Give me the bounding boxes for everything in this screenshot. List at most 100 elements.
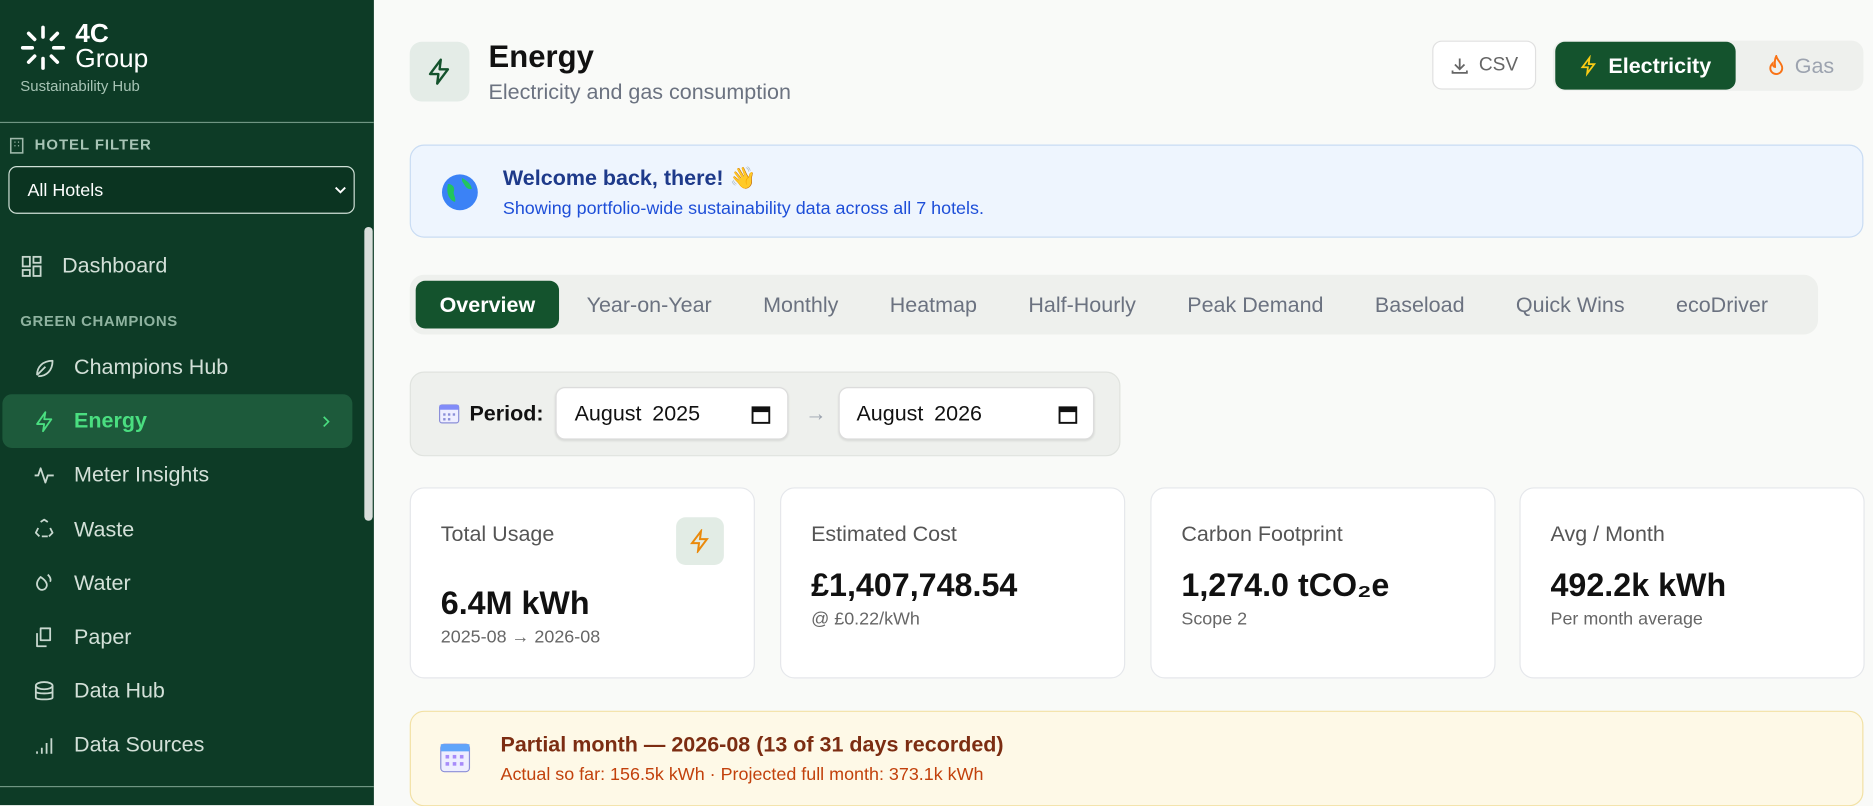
kpi-card: Carbon Footprint 1,274.0 tCO₂e Scope 2 <box>1150 487 1496 679</box>
download-icon <box>1451 57 1468 74</box>
filter-label: HOTEL FILTER <box>34 136 152 153</box>
partial-month-notice: Partial month — 2026-08 (13 of 31 days r… <box>409 710 1864 806</box>
kpi-sub: 2025-08 → 2026-08 <box>440 627 601 648</box>
calendar-icon <box>440 743 471 773</box>
date-to[interactable]: August 2026 <box>838 387 1095 440</box>
tab[interactable]: Overview <box>415 280 560 329</box>
tab[interactable]: Peak Demand <box>1187 292 1324 316</box>
nav-label: Waste <box>74 516 135 541</box>
globe-icon <box>441 174 478 211</box>
scrollbar <box>364 226 373 521</box>
nav-icon <box>34 467 54 484</box>
kpi-label: Total Usage <box>440 522 555 546</box>
nav-icon <box>21 255 42 277</box>
divider <box>0 121 374 124</box>
nav-item[interactable]: Dashboard <box>2 239 352 293</box>
page-title: Energy <box>488 38 594 75</box>
kpi-label: Carbon Footprint <box>1181 522 1343 546</box>
date-from-value: August 2025 <box>574 401 701 426</box>
tab[interactable]: Baseload <box>1374 292 1465 316</box>
toggle-gas[interactable]: Gas <box>1742 42 1861 90</box>
hotel-select-value: All Hotels <box>27 180 104 201</box>
calendar-icon <box>438 404 460 424</box>
nav-icon <box>34 680 54 700</box>
date-from[interactable]: August 2025 <box>555 387 789 440</box>
toggle-electricity[interactable]: Electricity <box>1555 41 1736 90</box>
kpi-sub: Scope 2 <box>1181 609 1248 630</box>
logo-icon <box>20 25 66 70</box>
nav-item[interactable]: Champions Hub <box>2 340 352 394</box>
filter-icon <box>9 137 24 154</box>
nav-icon <box>34 518 54 538</box>
nav-item[interactable]: Data Hub <box>2 664 352 718</box>
nav-item[interactable]: Waste <box>2 502 352 556</box>
nav-icon <box>36 410 53 432</box>
kpi-sub: Per month average <box>1550 609 1703 630</box>
bolt-icon <box>1581 54 1597 77</box>
period-label: Period: <box>469 401 544 426</box>
nav-item[interactable]: Water <box>2 556 352 610</box>
nav-label: Dashboard <box>62 253 168 278</box>
kpi-icon <box>676 517 724 566</box>
kpi-value: £1,407,748.54 <box>811 567 1018 604</box>
tab-bar: Overview Year-on-Year Monthly Heatmap Half-H… <box>409 274 1819 335</box>
hotel-select[interactable]: All Hotels <box>8 166 355 214</box>
nav-icon <box>36 738 53 754</box>
notice-title: Partial month — 2026-08 (13 of 31 days r… <box>500 732 1004 757</box>
tab[interactable]: Monthly <box>763 292 839 316</box>
calendar-picker <box>1058 406 1078 424</box>
kpi-sub: @ £0.22/kWh <box>811 609 920 630</box>
chevron-right <box>323 415 330 427</box>
tab[interactable]: ecoDriver <box>1676 292 1769 316</box>
welcome-banner: Welcome back, there! 👋 Showing portfolio… <box>409 144 1864 238</box>
date-to-value: August 2026 <box>856 401 983 426</box>
bolt-icon <box>428 58 450 85</box>
banner-text: Showing portfolio-wide sustainability da… <box>502 198 984 219</box>
nav-label: Meter Insights <box>74 462 210 487</box>
kpi-value: 1,274.0 tCO₂e <box>1181 567 1390 604</box>
kpi-card: Avg / Month 492.2k kWh Per month average <box>1519 487 1865 679</box>
banner-title: Welcome back, there! 👋 <box>502 166 757 190</box>
nav-item[interactable]: Data Sources <box>2 718 352 772</box>
page-icon <box>409 41 470 102</box>
logo-tagline: Sustainability Hub <box>20 77 140 95</box>
tab[interactable]: Heatmap <box>889 292 977 316</box>
kpi-value: 6.4M kWh <box>440 585 590 622</box>
nav-item[interactable]: Energy <box>2 394 353 449</box>
kpi-card: Total Usage 6.4M kWh 2025-08 → 2026-08 <box>409 487 755 679</box>
period-arrow: → <box>805 401 827 426</box>
logo-line2: Group <box>75 43 149 73</box>
page-subtitle: Electricity and gas consumption <box>488 80 791 104</box>
nav-label: Paper <box>74 624 132 649</box>
toggle-label: Electricity <box>1608 53 1712 78</box>
kpi-label: Estimated Cost <box>811 522 957 546</box>
tab[interactable]: Year-on-Year <box>586 292 712 316</box>
nav-label: Data Sources <box>74 732 205 757</box>
nav-label: Data Hub <box>74 678 165 703</box>
nav-icon <box>36 359 54 377</box>
tab[interactable]: Quick Wins <box>1515 292 1625 316</box>
notice-text: Actual so far: 156.5k kWh · Projected fu… <box>500 764 984 785</box>
kpi-value: 492.2k kWh <box>1550 567 1727 604</box>
csv-label: CSV <box>1478 54 1519 75</box>
divider <box>0 785 374 788</box>
nav-item[interactable]: Meter Insights <box>2 448 352 502</box>
calendar-picker <box>751 406 771 424</box>
nav-item[interactable]: Paper <box>2 610 352 664</box>
nav-section: GREEN CHAMPIONS <box>20 312 178 330</box>
chevron-down <box>334 186 346 194</box>
toggle-label: Gas <box>1794 53 1835 78</box>
nav-icon <box>36 574 52 592</box>
bolt-icon <box>690 529 709 554</box>
flame-icon <box>1769 54 1784 76</box>
csv-button[interactable]: CSV <box>1432 40 1537 90</box>
kpi-card: Estimated Cost £1,407,748.54 @ £0.22/kWh <box>780 487 1126 679</box>
sidebar: 4C Group Sustainability Hub HOTEL FILTER… <box>0 0 374 806</box>
tab[interactable]: Half-Hourly <box>1028 292 1136 316</box>
nav-label: Water <box>74 570 131 595</box>
nav-label: Champions Hub <box>74 354 229 379</box>
nav-label: Energy <box>74 408 147 433</box>
